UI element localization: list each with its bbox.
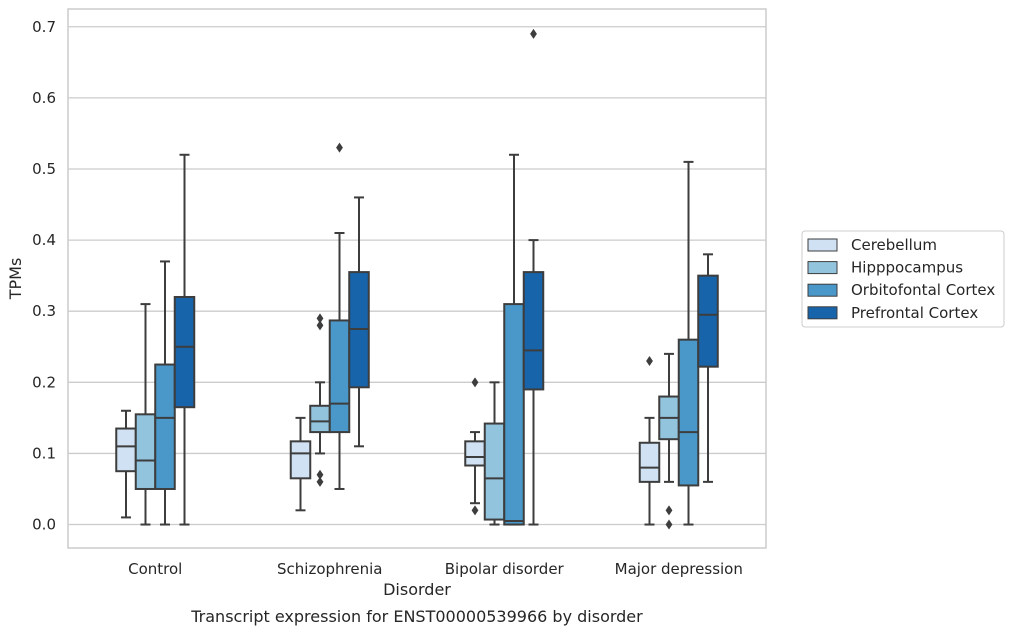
- x-tick-label: Control: [128, 560, 182, 578]
- y-tick-label: 0.1: [32, 444, 56, 462]
- x-tick-label: Bipolar disorder: [445, 560, 565, 578]
- box-body: [115, 427, 137, 473]
- box-body: [697, 274, 719, 368]
- box-body: [154, 363, 176, 490]
- box-plot-area: [115, 28, 719, 530]
- box-prefrontal-cortex-1: [348, 196, 370, 448]
- box-body: [328, 319, 351, 434]
- outlier-point: [471, 505, 479, 516]
- box-body: [503, 303, 525, 526]
- box-prefrontal-cortex-3: [697, 253, 719, 483]
- box-body: [464, 440, 486, 467]
- y-tick-label: 0.5: [32, 160, 56, 178]
- box-orbitofontal-cortex-2: [503, 153, 525, 526]
- legend-label: Hipppocampus: [851, 259, 963, 277]
- outlier-point: [665, 519, 673, 530]
- box-body: [173, 295, 196, 409]
- box-body: [638, 441, 661, 483]
- box-orbitofontal-cortex-0: [154, 260, 176, 526]
- box-body: [522, 271, 545, 391]
- legend-frame: [801, 230, 1005, 328]
- box-body: [134, 413, 157, 490]
- y-tick-label: 0.6: [32, 89, 56, 107]
- outlier-point: [316, 476, 324, 487]
- y-tick-label: 0.7: [32, 18, 56, 36]
- outlier-point: [316, 313, 324, 324]
- legend-label: Orbitofontal Cortex: [851, 281, 995, 299]
- x-tick-label: Schizophrenia: [277, 560, 382, 578]
- box-hipppocampus-0: [134, 303, 157, 526]
- outlier-point: [530, 28, 537, 39]
- plot-frame: [67, 8, 767, 549]
- y-tick-label: 0.0: [32, 516, 56, 534]
- box-cerebellum-3: [638, 355, 661, 526]
- box-cerebellum-0: [115, 409, 137, 519]
- box-prefrontal-cortex-2: [522, 28, 545, 526]
- chart-caption: Transcript expression for ENST0000053996…: [190, 607, 643, 626]
- outlier-point: [316, 469, 324, 480]
- box-cerebellum-2: [464, 377, 486, 516]
- legend-swatch: [807, 261, 838, 275]
- legend-swatch: [807, 283, 838, 297]
- outlier-point: [665, 505, 673, 516]
- box-cerebellum-1: [289, 416, 312, 512]
- x-tick-label: Major depression: [615, 560, 743, 578]
- box-body: [289, 440, 312, 480]
- legend: Cerebellum Hipppocampus Orbitofontal Corte…: [801, 230, 1005, 328]
- legend-swatch: [807, 306, 838, 320]
- y-tick-label: 0.2: [32, 373, 56, 391]
- box-prefrontal-cortex-0: [173, 153, 196, 526]
- outlier-point: [316, 320, 324, 331]
- legend-label: Prefrontal Cortex: [851, 304, 978, 322]
- y-tick-label: 0.4: [32, 231, 56, 249]
- box-body: [483, 422, 506, 521]
- x-axis-title: Disorder: [383, 580, 451, 599]
- y-axis: 0.0 0.1 0.2 0.3 0.4 0.5 0.6 0.7: [32, 18, 56, 534]
- box-body: [677, 338, 700, 487]
- legend-label: Cerebellum: [851, 236, 937, 254]
- y-axis-title: TPMs: [6, 258, 25, 301]
- outlier-point: [471, 377, 479, 388]
- box-body: [309, 404, 331, 434]
- x-axis: Control Schizophrenia Bipolar disorder Majo…: [128, 560, 743, 578]
- legend-swatch: [807, 238, 838, 252]
- outlier-point: [336, 142, 343, 153]
- outlier-point: [646, 355, 653, 366]
- box-orbitofontal-cortex-3: [677, 160, 700, 526]
- y-tick-label: 0.3: [32, 302, 56, 320]
